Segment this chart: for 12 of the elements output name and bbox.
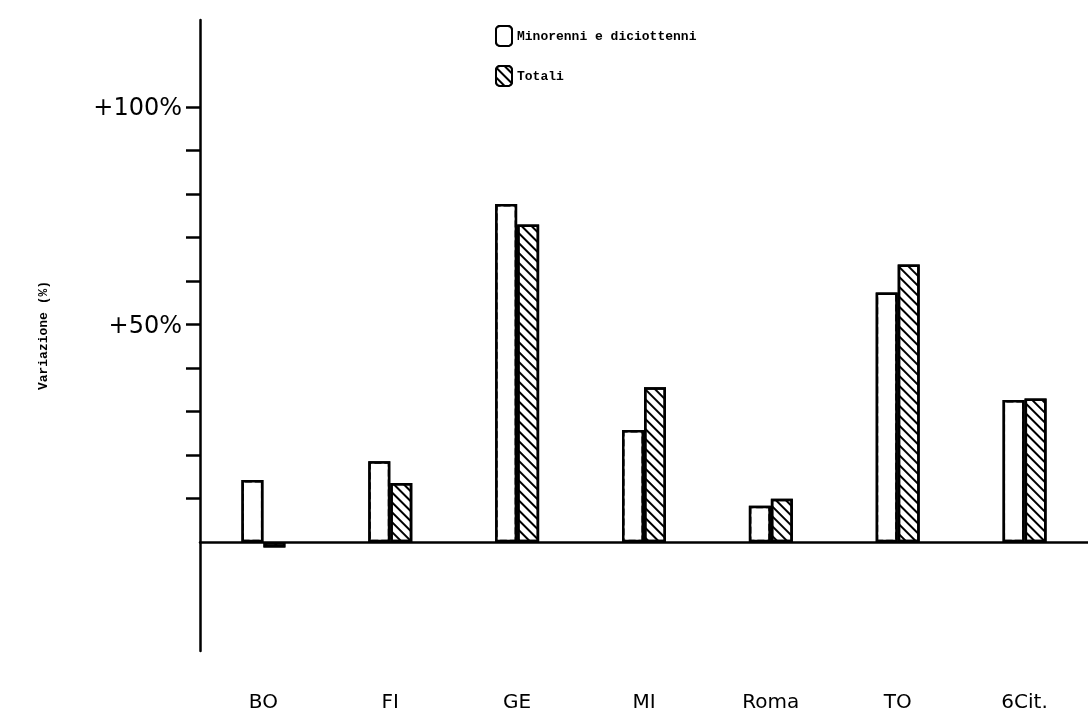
y-tick-label: +50%: [108, 310, 182, 339]
legend-label: Minorenni e diciottenni: [517, 28, 697, 44]
x-tick-label: TO: [882, 689, 912, 711]
legend-label: Totali: [517, 68, 565, 84]
x-tick-label: FI: [381, 689, 399, 711]
y-tick-label: +100%: [93, 93, 182, 122]
x-tick-label: MI: [632, 689, 656, 711]
x-tick-label: GE: [503, 689, 532, 711]
x-tick-label: Roma: [742, 689, 800, 711]
x-tick-label: BO: [248, 689, 278, 711]
x-tick-label: 6Cit.: [1001, 689, 1048, 711]
y-axis-title: Variazione (%): [36, 280, 51, 391]
